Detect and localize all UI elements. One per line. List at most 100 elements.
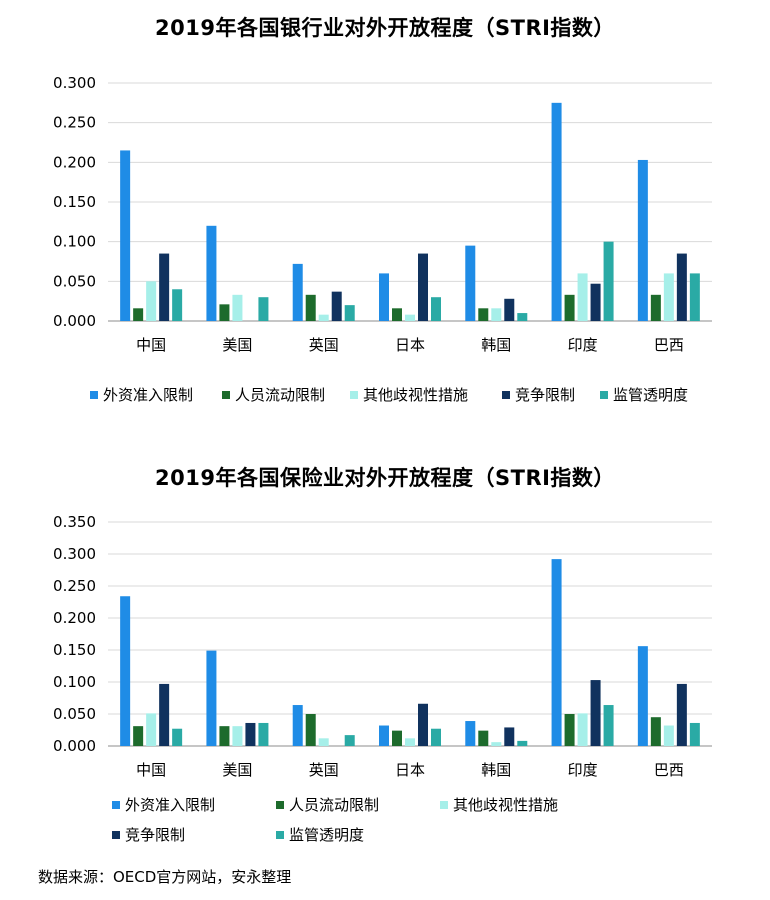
bar bbox=[650, 717, 661, 746]
y-tick-label: 0.250 bbox=[53, 114, 96, 132]
legend-item: 监管透明度 bbox=[276, 824, 364, 845]
bar bbox=[331, 291, 342, 321]
bar bbox=[637, 159, 648, 321]
category-label: 韩国 bbox=[481, 761, 511, 779]
category-label: 美国 bbox=[222, 336, 252, 354]
legend-label: 监管透明度 bbox=[613, 386, 689, 404]
bar bbox=[146, 713, 157, 746]
legend-label: 监管透明度 bbox=[289, 826, 365, 844]
bar bbox=[318, 314, 329, 321]
source-note: 数据来源：OECD官方网站，安永整理 bbox=[38, 868, 292, 886]
legend-label: 外资准入限制 bbox=[125, 796, 216, 814]
y-tick-label: 0.200 bbox=[53, 609, 96, 627]
legend-item: 竞争限制 bbox=[502, 384, 575, 405]
bar bbox=[133, 308, 144, 321]
category-label: 英国 bbox=[309, 336, 339, 354]
chart-title-banking: 2019年各国银行业对外开放程度（STRI指数） bbox=[155, 16, 615, 40]
legend-swatch bbox=[90, 390, 98, 399]
bar bbox=[465, 245, 476, 321]
bar bbox=[590, 680, 601, 746]
bar bbox=[465, 721, 476, 746]
y-tick-label: 0.000 bbox=[53, 737, 96, 755]
legend-label: 其他歧视性措施 bbox=[453, 796, 559, 814]
bar bbox=[120, 596, 131, 746]
bar bbox=[159, 253, 170, 321]
category-label: 巴西 bbox=[654, 761, 684, 779]
bar bbox=[650, 294, 661, 321]
bar bbox=[120, 150, 131, 321]
banking-bar-chart: 0.000 0.050 0.100 0.150 0.200 0.250 0.300 中国 美国 英… bbox=[53, 74, 712, 354]
bar bbox=[603, 705, 614, 746]
bar bbox=[232, 726, 243, 746]
bar bbox=[206, 650, 217, 746]
legend-swatch bbox=[502, 390, 510, 399]
bar bbox=[504, 727, 515, 746]
legend-swatch bbox=[222, 390, 230, 399]
y-tick-label: 0.250 bbox=[53, 577, 96, 595]
bar bbox=[491, 742, 502, 746]
legend-item: 竞争限制 bbox=[112, 824, 185, 845]
bar bbox=[551, 559, 562, 746]
bar bbox=[305, 294, 316, 321]
bar bbox=[305, 714, 316, 746]
y-tick-label: 0.350 bbox=[53, 513, 96, 531]
category-label: 巴西 bbox=[654, 336, 684, 354]
bar bbox=[577, 273, 588, 321]
chart-title-insurance: 2019年各国保险业对外开放程度（STRI指数） bbox=[155, 466, 615, 490]
bar bbox=[603, 241, 614, 321]
category-label: 印度 bbox=[568, 761, 598, 779]
category-label: 韩国 bbox=[481, 336, 511, 354]
bar bbox=[418, 703, 428, 746]
category-label: 中国 bbox=[136, 336, 166, 354]
category-label: 日本 bbox=[395, 761, 425, 779]
legend-label: 竞争限制 bbox=[125, 826, 186, 844]
bar bbox=[292, 263, 303, 321]
bar bbox=[478, 730, 489, 746]
legend-swatch bbox=[600, 390, 608, 399]
y-tick-label: 0.100 bbox=[53, 233, 96, 251]
category-label: 日本 bbox=[395, 336, 425, 354]
bar bbox=[478, 308, 489, 321]
legend-label: 外资准入限制 bbox=[103, 386, 194, 404]
y-tick-label: 0.300 bbox=[53, 545, 96, 563]
bar bbox=[344, 305, 355, 321]
legend-swatch bbox=[112, 830, 120, 839]
bar bbox=[491, 308, 502, 321]
legend-swatch bbox=[350, 390, 358, 399]
bar bbox=[258, 297, 269, 321]
y-tick-label: 0.200 bbox=[53, 153, 96, 171]
bar bbox=[206, 225, 217, 321]
y-tick-label: 0.050 bbox=[53, 705, 96, 723]
category-label: 中国 bbox=[136, 761, 166, 779]
legend-label: 其他歧视性措施 bbox=[363, 386, 469, 404]
legend-item: 人员流动限制 bbox=[222, 384, 325, 405]
legend-swatch bbox=[112, 800, 120, 809]
bar bbox=[637, 646, 648, 746]
bar bbox=[431, 728, 441, 746]
bar bbox=[219, 726, 230, 746]
legend-item: 其他歧视性措施 bbox=[440, 794, 558, 815]
bar bbox=[676, 683, 687, 746]
bar bbox=[689, 273, 700, 321]
bar bbox=[318, 738, 329, 746]
bar bbox=[431, 297, 441, 321]
bar bbox=[172, 289, 183, 321]
bar bbox=[418, 253, 428, 321]
bar bbox=[292, 705, 303, 746]
bar bbox=[577, 713, 588, 746]
category-label: 印度 bbox=[568, 336, 598, 354]
bar bbox=[344, 735, 355, 746]
y-tick-label: 0.100 bbox=[53, 673, 96, 691]
bar bbox=[676, 253, 687, 321]
bar bbox=[564, 294, 575, 321]
legend-item: 外资准入限制 bbox=[112, 794, 215, 815]
legend-item: 人员流动限制 bbox=[276, 794, 379, 815]
insurance-bar-chart: 0.000 0.050 0.100 0.150 0.200 0.250 0.300 0.350… bbox=[53, 513, 712, 779]
y-tick-label: 0.150 bbox=[53, 641, 96, 659]
bar bbox=[504, 298, 515, 321]
category-label: 英国 bbox=[309, 761, 339, 779]
bar bbox=[517, 740, 528, 746]
bar bbox=[551, 102, 562, 321]
legend-insurance: 外资准入限制 人员流动限制 其他歧视性措施竞争限制 监管透明度 bbox=[0, 790, 770, 850]
legend-label: 人员流动限制 bbox=[235, 386, 326, 404]
